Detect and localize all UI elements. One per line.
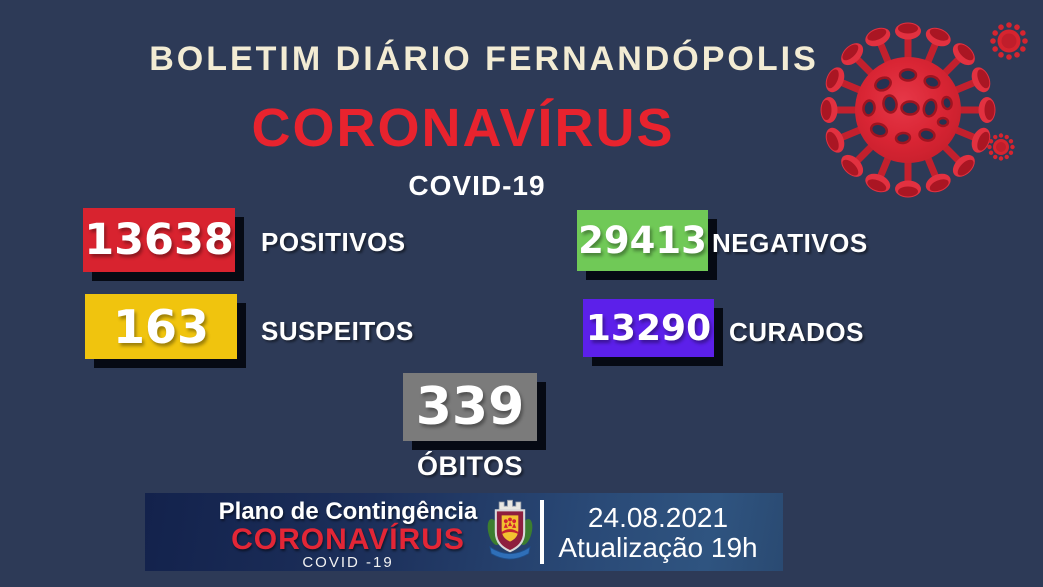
update-date: 24.08.2021 xyxy=(587,502,729,533)
obitos-label: ÓBITOS xyxy=(416,451,524,481)
footer-divider xyxy=(540,500,544,564)
contingency-plan-block: Plano de Contingência CORONAVÍRUS COVID … xyxy=(219,499,478,571)
plan-heading: CORONAVÍRUS xyxy=(231,523,465,556)
obitos-count-badge: 339 xyxy=(403,373,537,441)
main-heading: CORONAVÍRUS xyxy=(251,98,675,158)
coronavirus-icon xyxy=(820,22,1028,198)
negativos-count-badge: 29413 xyxy=(577,210,708,271)
suspeitos-label: SUSPEITOS xyxy=(261,316,414,346)
negativos-label: NEGATIVOS xyxy=(712,228,868,258)
positivos-count-badge: 13638 xyxy=(83,208,235,272)
positivos-label: POSITIVOS xyxy=(261,227,406,257)
update-time: Atualização 19h xyxy=(558,532,758,563)
small-virus-icon xyxy=(990,22,1028,60)
sub-heading: COVID-19 xyxy=(408,170,546,201)
city-coat-of-arms-icon xyxy=(487,499,533,560)
update-info-block: 24.08.2021 Atualização 19h xyxy=(558,503,757,563)
curados-count-badge: 13290 xyxy=(583,299,714,357)
footer-banner: Plano de Contingência CORONAVÍRUS COVID … xyxy=(145,493,783,571)
page-title: BOLETIM DIÁRIO FERNANDÓPOLIS xyxy=(149,40,819,78)
small-virus-icon xyxy=(987,133,1015,161)
plan-title: Plano de Contingência xyxy=(218,498,478,525)
suspeitos-count-badge: 163 xyxy=(85,294,237,359)
plan-subtitle: COVID -19 xyxy=(302,554,394,571)
curados-label: CURADOS xyxy=(729,317,864,347)
